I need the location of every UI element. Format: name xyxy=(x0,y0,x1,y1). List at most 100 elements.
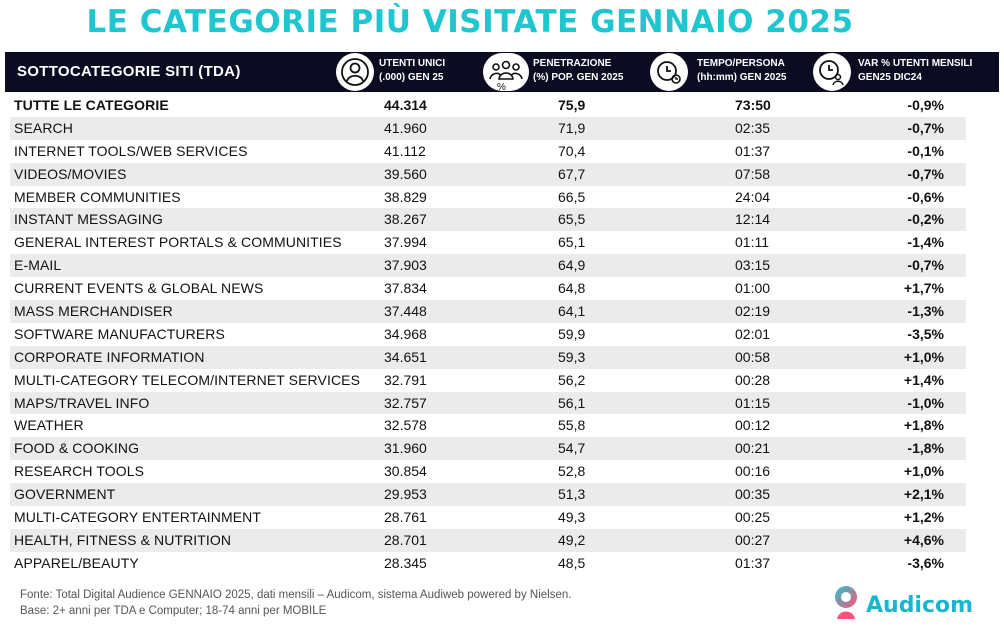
table-row: INTERNET TOOLS/WEB SERVICES 41.112 70,4 01:… xyxy=(10,140,966,163)
penetration-value: 64,8 xyxy=(558,280,586,297)
table-row: VIDEOS/MOVIES 39.560 67,7 07:58 -0,7% xyxy=(10,162,966,186)
source-footnote: Fonte: Total Digital Audience GENNAIO 20… xyxy=(20,587,571,619)
header-users-label: UTENTI UNICI (.000) GEN 25 xyxy=(379,58,446,83)
time-per-person-value: 00:35 xyxy=(735,486,771,503)
penetration-value: 65,1 xyxy=(558,234,586,251)
unique-users-value: 37.834 xyxy=(384,280,427,297)
penetration-value: 64,1 xyxy=(558,303,586,320)
time-per-person-value: 00:16 xyxy=(735,463,771,480)
unique-users-value: 31.960 xyxy=(384,440,427,457)
user-clock-icon xyxy=(813,53,851,91)
table-row: E-MAIL 37.903 64,9 03:15 -0,7% xyxy=(10,254,966,278)
category-name: GENERAL INTEREST PORTALS & COMMUNITIES xyxy=(14,234,342,251)
time-per-person-value: 00:12 xyxy=(735,417,771,434)
table-body: TUTTE LE CATEGORIE 44.314 75,9 73:50 -0,9% SE… xyxy=(10,94,966,575)
unique-users-value: 39.560 xyxy=(384,165,427,182)
time-per-person-value: 02:35 xyxy=(735,119,771,136)
unique-users-value: 37.448 xyxy=(384,303,427,320)
time-per-person-value: 01:37 xyxy=(735,142,771,159)
category-name: CURRENT EVENTS & GLOBAL NEWS xyxy=(14,280,264,297)
table-row: CURRENT EVENTS & GLOBAL NEWS 37.834 64,8 01… xyxy=(10,277,966,300)
unique-users-value: 34.968 xyxy=(384,325,427,342)
penetration-value: 75,9 xyxy=(558,97,586,113)
unique-users-value: 38.267 xyxy=(384,211,427,228)
monthly-variation-value: +1,2% xyxy=(903,509,944,526)
monthly-variation-value: +1,7% xyxy=(903,280,944,297)
table-row: HEALTH, FITNESS & NUTRITION 28.701 49,2 00:… xyxy=(10,528,966,552)
unique-users-value: 28.345 xyxy=(384,554,427,571)
time-per-person-value: 02:19 xyxy=(735,303,771,320)
monthly-variation-value: -1,3% xyxy=(907,303,944,320)
monthly-variation-value: -1,0% xyxy=(907,394,944,411)
time-per-person-value: 24:04 xyxy=(735,188,771,205)
time-per-person-value: 00:28 xyxy=(735,371,771,388)
unique-users-value: 38.829 xyxy=(384,188,427,205)
unique-users-value: 32.578 xyxy=(384,417,427,434)
unique-users-value: 30.854 xyxy=(384,463,427,480)
table-row: MULTI-CATEGORY ENTERTAINMENT 28.761 49,3 00… xyxy=(10,506,966,529)
category-name: FOOD & COOKING xyxy=(14,440,140,457)
category-name: GOVERNMENT xyxy=(14,486,116,503)
table-row: APPAREL/BEAUTY 28.345 48,5 01:37 -3,6% xyxy=(10,552,966,575)
penetration-value: 54,7 xyxy=(558,440,586,457)
table-row: MEMBER COMMUNITIES 38.829 66,5 24:04 -0,6% xyxy=(10,186,966,209)
header-penetration-label: PENETRAZIONE (%) POP. GEN 2025 xyxy=(533,58,624,83)
table-row: MULTI-CATEGORY TELECOM/INTERNET SERVICES… xyxy=(10,369,966,392)
penetration-value: 49,2 xyxy=(558,531,586,548)
time-per-person-value: 00:21 xyxy=(735,440,771,457)
category-name: INTERNET TOOLS/WEB SERVICES xyxy=(14,142,248,159)
table-row: INSTANT MESSAGING 38.267 65,5 12:14 -0,2% xyxy=(10,208,966,232)
unique-users-value: 41.960 xyxy=(384,119,427,136)
category-name: E-MAIL xyxy=(14,257,62,274)
category-name: SOFTWARE MANUFACTURERS xyxy=(14,325,225,342)
category-name: TUTTE LE CATEGORIE xyxy=(14,97,169,113)
penetration-value: 59,9 xyxy=(558,325,586,342)
page-title: LE CATEGORIE PIÙ VISITATE GENNAIO 2025 xyxy=(86,4,854,40)
table-row: GOVERNMENT 29.953 51,3 00:35 +2,1% xyxy=(10,483,966,507)
table-row: SEARCH 41.960 71,9 02:35 -0,7% xyxy=(10,116,966,140)
penetration-value: 66,5 xyxy=(558,188,586,205)
category-name: SEARCH xyxy=(14,119,73,136)
unique-users-value: 44.314 xyxy=(384,97,427,113)
category-name: MULTI-CATEGORY TELECOM/INTERNET SERVICES xyxy=(14,371,361,388)
time-per-person-value: 12:14 xyxy=(735,211,771,228)
table-row: WEATHER 32.578 55,8 00:12 +1,8% xyxy=(10,414,966,437)
time-per-person-value: 01:37 xyxy=(735,554,771,571)
table-row: FOOD & COOKING 31.960 54,7 00:21 -1,8% xyxy=(10,437,966,461)
category-name: MASS MERCHANDISER xyxy=(14,303,173,320)
unique-users-value: 37.903 xyxy=(384,257,427,274)
time-per-person-value: 00:27 xyxy=(735,531,771,548)
table-row: SOFTWARE MANUFACTURERS 34.968 59,9 02:01 -3,… xyxy=(10,323,966,346)
monthly-variation-value: +4,6% xyxy=(903,531,944,548)
unique-users-value: 28.761 xyxy=(384,509,427,526)
penetration-value: 48,5 xyxy=(558,554,586,571)
monthly-variation-value: +1,0% xyxy=(903,348,944,365)
category-name: VIDEOS/MOVIES xyxy=(14,165,127,182)
category-name: MULTI-CATEGORY ENTERTAINMENT xyxy=(14,509,262,526)
monthly-variation-value: -1,8% xyxy=(907,440,944,457)
monthly-variation-value: -0,7% xyxy=(907,119,944,136)
table-header: SOTTOCATEGORIE SITI (TDA) UTENTI UNICI (… xyxy=(5,52,999,92)
time-per-person-value: 01:15 xyxy=(735,394,771,411)
monthly-variation-value: +1,4% xyxy=(903,371,944,388)
penetration-value: 65,5 xyxy=(558,211,586,228)
monthly-variation-value: -1,4% xyxy=(907,234,944,251)
penetration-value: 51,3 xyxy=(558,486,586,503)
time-per-person-value: 73:50 xyxy=(735,97,771,113)
monthly-variation-value: -3,5% xyxy=(907,325,944,342)
monthly-variation-value: -0,9% xyxy=(907,97,944,113)
penetration-value: 71,9 xyxy=(558,119,586,136)
monthly-variation-value: -0,1% xyxy=(907,142,944,159)
time-per-person-value: 02:01 xyxy=(735,325,771,342)
penetration-value: 52,8 xyxy=(558,463,586,480)
monthly-variation-value: -0,7% xyxy=(907,165,944,182)
category-name: CORPORATE INFORMATION xyxy=(14,348,205,365)
category-name: MEMBER COMMUNITIES xyxy=(14,188,181,205)
audicom-logo-mark-icon xyxy=(832,585,860,626)
penetration-value: 56,2 xyxy=(558,371,586,388)
penetration-icon-caption: % xyxy=(497,82,506,93)
time-per-person-value: 01:00 xyxy=(735,280,771,297)
monthly-variation-value: +1,8% xyxy=(903,417,944,434)
unique-users-value: 34.651 xyxy=(384,348,427,365)
penetration-value: 55,8 xyxy=(558,417,586,434)
